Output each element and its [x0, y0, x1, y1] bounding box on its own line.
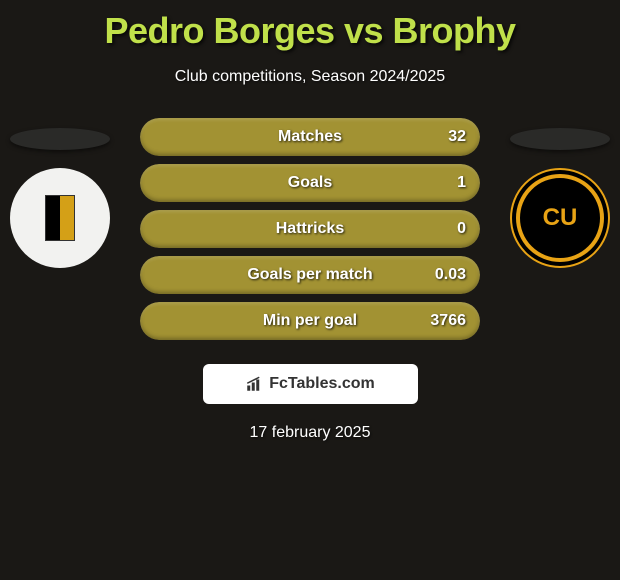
- stat-label: Goals: [140, 174, 480, 192]
- left-crest-shield: [45, 195, 75, 241]
- stat-label: Goals per match: [140, 266, 480, 284]
- attribution-text: FcTables.com: [269, 375, 375, 393]
- right-team-crest: CU: [510, 168, 610, 268]
- page-title: Pedro Borges vs Brophy: [0, 0, 620, 52]
- left-marker-ellipse: [10, 128, 110, 150]
- left-team-badge: [10, 128, 110, 268]
- date-text: 17 february 2025: [0, 424, 620, 442]
- left-team-crest: [10, 168, 110, 268]
- right-marker-ellipse: [510, 128, 610, 150]
- stat-right-value: 0: [457, 220, 466, 238]
- stat-row: Hattricks0: [140, 210, 480, 248]
- stat-label: Min per goal: [140, 312, 480, 330]
- stat-row: Min per goal3766: [140, 302, 480, 340]
- stat-right-value: 0.03: [435, 266, 466, 284]
- stat-row: Goals1: [140, 164, 480, 202]
- stats-container: Matches32 Goals1 Hattricks0 Goals per match…: [140, 118, 480, 340]
- attribution-badge: FcTables.com: [203, 364, 418, 404]
- stat-right-value: 32: [448, 128, 466, 146]
- right-team-badge: CU: [510, 128, 610, 268]
- subtitle: Club competitions, Season 2024/2025: [0, 68, 620, 86]
- chart-icon: [245, 375, 263, 393]
- stat-right-value: 1: [457, 174, 466, 192]
- right-crest-abbrev: CU: [543, 204, 578, 232]
- stat-label: Matches: [140, 128, 480, 146]
- stat-row: Goals per match0.03: [140, 256, 480, 294]
- stat-row: Matches32: [140, 118, 480, 156]
- stat-right-value: 3766: [430, 312, 466, 330]
- stat-label: Hattricks: [140, 220, 480, 238]
